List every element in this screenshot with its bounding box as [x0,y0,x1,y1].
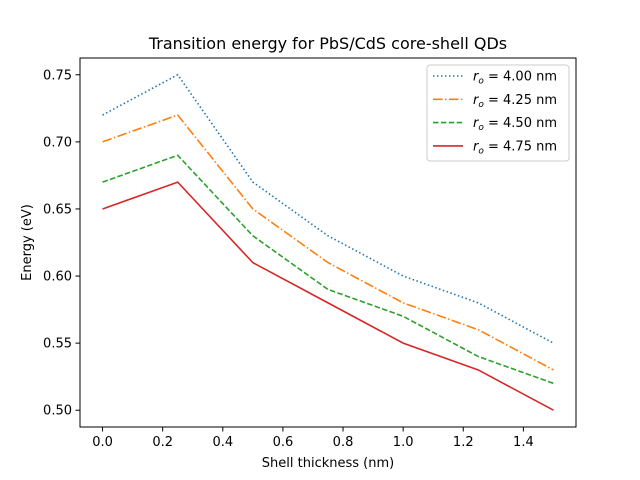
x-tick-label: 0.0 [92,435,113,450]
y-tick-label: 0.75 [43,68,72,83]
y-tick-label: 0.65 [43,202,72,217]
chart-title: Transition energy for PbS/CdS core-shell… [148,34,507,53]
legend-label-4: ro = 4.75 nm [473,139,557,156]
series-line-4 [102,181,554,411]
y-axis-label: Energy (eV) [20,204,35,281]
x-tick-label: 0.2 [152,435,173,450]
series-lines [102,73,554,411]
legend-label-2: ro = 4.25 nm [473,93,557,110]
x-tick-label: 0.6 [273,435,294,450]
legend-label-3: ro = 4.50 nm [473,116,557,133]
x-axis-label: Shell thickness (nm) [262,456,394,471]
x-tick-label: 1.4 [513,435,534,450]
x-tick-label: 1.2 [453,435,474,450]
y-tick-label: 0.50 [43,404,72,419]
series-line-1 [102,73,554,344]
x-tick-label: 0.8 [333,435,354,450]
x-tick-label: 0.4 [212,435,233,450]
legend: ro = 4.00 nm ro = 4.25 nm ro = 4.50 nm ro =… [426,64,570,162]
plot-area-frame [79,57,577,428]
x-tick-label: 1.0 [393,435,414,450]
y-tick-label: 0.55 [43,337,72,352]
legend-label-1: ro = 4.00 nm [473,70,557,87]
series-line-3 [102,154,554,385]
y-tick-label: 0.70 [43,135,72,150]
legend-box [426,64,570,162]
axis-ticks: 0.0 0.2 0.4 0.6 0.8 1.0 1.2 1.4 0.50 0.55 0.60 0.65… [43,68,534,450]
y-tick-label: 0.60 [43,270,72,285]
series-line-2 [102,114,554,371]
